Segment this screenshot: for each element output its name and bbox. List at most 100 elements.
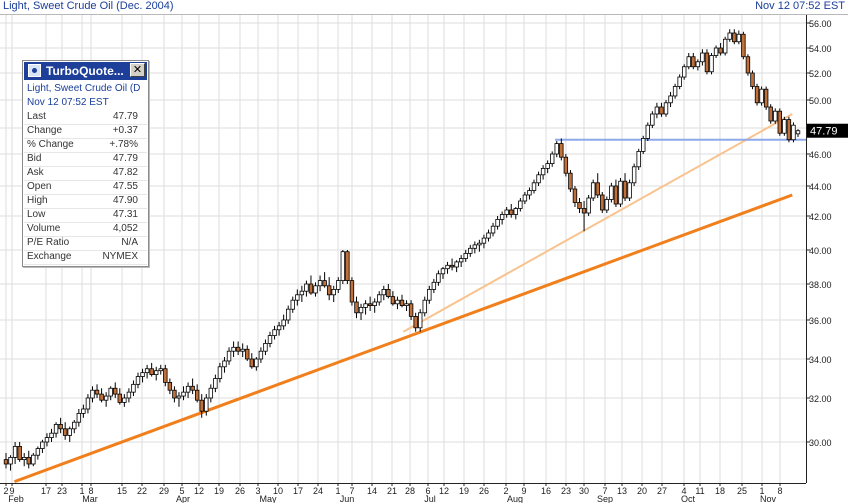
candle-up <box>663 102 669 115</box>
quote-row: Volume 4,052 <box>27 223 138 237</box>
candle-down <box>763 88 769 108</box>
candle-up <box>286 308 291 321</box>
candle-up <box>586 197 591 214</box>
candle-up <box>12 445 18 458</box>
turboquote-title: TurboQuote... <box>46 64 124 78</box>
candle-up <box>181 391 186 397</box>
candle-up <box>440 268 446 275</box>
quote-row-divider <box>24 138 147 139</box>
x-day-label: 19 <box>214 486 224 496</box>
candle-up <box>641 137 646 152</box>
candle-up <box>304 283 309 292</box>
x-day-label: 14 <box>367 486 377 496</box>
candle-up <box>231 346 236 352</box>
candle-up <box>554 143 559 155</box>
candle-up <box>636 150 641 168</box>
y-tick-label: 44.00 <box>809 182 832 192</box>
y-tick-label: 38.00 <box>809 280 832 290</box>
candle-down <box>754 86 760 104</box>
quote-time: Nov 12 07:52 EST <box>27 97 109 108</box>
quote-row-label: Volume <box>27 223 61 234</box>
quote-row-divider <box>24 250 147 251</box>
candle-up <box>8 456 13 465</box>
candle-down <box>194 389 200 401</box>
candle-up <box>108 387 113 397</box>
candle-up <box>53 423 59 434</box>
candle-up <box>722 38 728 54</box>
candle-down <box>172 389 177 399</box>
turboquote-panel[interactable]: TurboQuote... ✕ Light, Sweet Crude Oil (… <box>22 60 149 267</box>
candle-up <box>85 397 91 410</box>
quote-row-divider <box>24 208 147 209</box>
candle-up <box>395 299 400 305</box>
quote-row-divider <box>24 166 147 167</box>
candle-down <box>149 368 154 375</box>
candle-up <box>609 185 614 200</box>
candle-down <box>322 280 327 287</box>
x-day-label: 29 <box>159 486 169 496</box>
x-month-label: Mar <box>82 494 98 503</box>
candle-up <box>363 303 368 308</box>
candle-up <box>222 360 227 368</box>
x-day-label: 21 <box>387 486 397 496</box>
candle-down <box>595 182 600 196</box>
x-day-label: 11 <box>695 486 704 496</box>
x-day-label: 13 <box>617 486 627 496</box>
candle-up <box>545 163 550 169</box>
candle-up <box>49 432 54 439</box>
candle-up <box>472 244 478 249</box>
y-axis: 30.00 32.00 34.00 36.00 38.00 40.00 42.00 44.00… <box>806 19 832 448</box>
x-day-label: 17 <box>41 486 51 496</box>
x-day-label: 27 <box>657 486 667 496</box>
x-month-label: Sep <box>597 494 613 503</box>
candle-up <box>759 88 764 104</box>
quote-row-label: P/E Ratio <box>27 237 70 248</box>
candle-down <box>245 348 250 360</box>
quote-row: % Change +.78% <box>27 139 138 153</box>
candle-up <box>90 389 95 399</box>
quote-row-divider <box>24 236 147 237</box>
candle-up <box>358 306 364 314</box>
candle-up <box>258 350 264 360</box>
candle-up <box>103 395 109 401</box>
close-icon[interactable]: ✕ <box>130 63 145 77</box>
candle-down <box>117 393 122 403</box>
candle-down <box>622 180 628 199</box>
candle-down <box>17 445 22 460</box>
candle-up <box>713 47 719 56</box>
candle-up <box>158 368 163 372</box>
quote-symbol-name: Light, Sweet Crude Oil (D <box>27 83 141 94</box>
candle-down <box>559 143 564 158</box>
candle-up <box>299 290 305 296</box>
candle-up <box>295 294 300 301</box>
candle-up <box>486 232 491 239</box>
x-day-label: 2 <box>3 486 8 496</box>
candle-up <box>204 397 209 412</box>
quote-row-value: +0.37 <box>112 125 138 136</box>
x-month-label: Aug <box>507 494 523 503</box>
candle-down <box>163 368 168 383</box>
candle-up <box>695 61 701 68</box>
candle-down <box>26 456 31 465</box>
candle-down <box>62 428 68 436</box>
x-day-label: 8 <box>88 486 93 496</box>
x-day-label: 12 <box>194 486 204 496</box>
candle-up <box>672 86 678 97</box>
candle-up <box>213 378 218 389</box>
candle-down <box>235 346 241 352</box>
quote-row-divider <box>24 180 147 181</box>
candle-up <box>431 281 437 290</box>
turboquote-titlebar[interactable]: TurboQuote... ✕ <box>24 62 147 80</box>
candle-up <box>22 456 27 460</box>
x-day-label: 24 <box>313 486 323 496</box>
candle-up <box>700 52 705 63</box>
x-day-label: 1 <box>79 486 84 496</box>
quote-row-label: Change <box>27 125 63 136</box>
y-tick-label: 34.00 <box>809 355 832 365</box>
candle-up <box>504 209 509 215</box>
quote-row: High 47.90 <box>27 195 138 209</box>
candle-down <box>58 423 63 430</box>
candle-down <box>390 296 396 305</box>
x-day-label: 26 <box>235 486 245 496</box>
candle-up <box>290 299 295 310</box>
